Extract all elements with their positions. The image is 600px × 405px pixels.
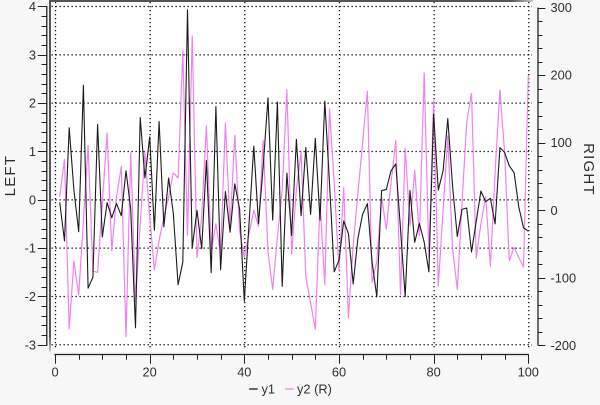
svg-text:2: 2 bbox=[29, 96, 36, 111]
svg-text:0: 0 bbox=[29, 192, 36, 207]
svg-text:60: 60 bbox=[332, 365, 346, 380]
svg-text:300: 300 bbox=[551, 0, 572, 15]
svg-text:-3: -3 bbox=[25, 337, 36, 352]
svg-text:y1: y1 bbox=[262, 381, 276, 396]
svg-text:-200: -200 bbox=[551, 338, 577, 353]
svg-text:1: 1 bbox=[29, 144, 36, 159]
svg-text:200: 200 bbox=[551, 68, 572, 83]
svg-text:3: 3 bbox=[29, 47, 36, 62]
svg-text:0: 0 bbox=[551, 203, 558, 218]
svg-text:-1: -1 bbox=[25, 241, 36, 256]
svg-text:-2: -2 bbox=[25, 289, 36, 304]
svg-text:100: 100 bbox=[518, 365, 539, 380]
svg-text:0: 0 bbox=[51, 365, 58, 380]
svg-text:80: 80 bbox=[427, 365, 441, 380]
svg-text:40: 40 bbox=[237, 365, 251, 380]
svg-text:LEFT: LEFT bbox=[2, 155, 19, 196]
svg-text:y2 (R): y2 (R) bbox=[297, 381, 332, 396]
svg-text:100: 100 bbox=[551, 135, 572, 150]
svg-text:-100: -100 bbox=[551, 270, 577, 285]
svg-text:RIGHT: RIGHT bbox=[580, 143, 597, 196]
svg-text:20: 20 bbox=[143, 365, 157, 380]
svg-text:4: 4 bbox=[29, 0, 36, 14]
